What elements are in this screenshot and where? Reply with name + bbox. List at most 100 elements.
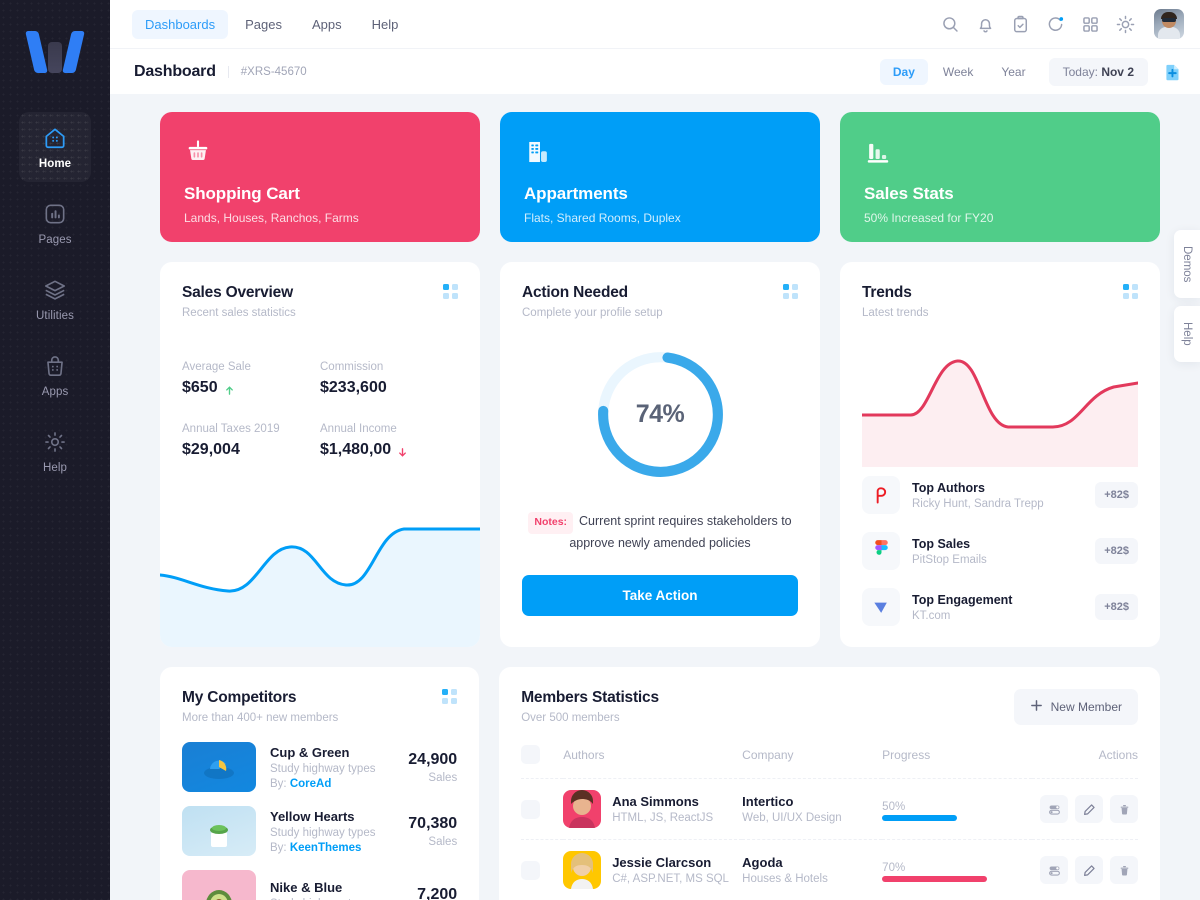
hero-card-subtitle: 50% Increased for FY20 (864, 211, 994, 225)
avatar (563, 790, 602, 828)
competitor-desc: Study highway types (270, 826, 376, 839)
trend-item-title: Top Sales (912, 536, 971, 551)
take-action-button[interactable]: Take Action (522, 574, 798, 616)
card-title: Trends (862, 284, 912, 301)
bar-chart-icon (864, 138, 892, 166)
today-picker[interactable]: Today: Nov 2 (1048, 57, 1148, 86)
refresh-dot-icon[interactable] (1045, 14, 1066, 35)
competitor-row[interactable]: Cup & Green Study highway types By: Core… (182, 742, 457, 792)
new-member-button[interactable]: New Member (1013, 689, 1138, 725)
trend-item-top-sales[interactable]: Top Sales PitStop Emails +82$ (862, 523, 1138, 579)
hero-card-shopping-cart[interactable]: Shopping Cart Lands, Houses, Ranchos, Fa… (160, 112, 480, 242)
hero-card-title: Shopping Cart (184, 184, 300, 203)
sidebar-item-label: Home (38, 157, 72, 170)
sidebar-item-help[interactable]: Help (19, 416, 91, 486)
top-icon-group (940, 9, 1184, 39)
card-menu-icon[interactable] (443, 284, 458, 299)
stat-value: $29,004 (182, 441, 240, 458)
sidebar-item-label: Apps (41, 385, 69, 398)
competitor-row[interactable]: Yellow Hearts Study highway types By: Ke… (182, 806, 457, 856)
sidebar-item-apps[interactable]: Apps (19, 340, 91, 410)
member-info: Ana Simmons HTML, JS, ReactJS (612, 794, 713, 824)
layers-icon (42, 277, 68, 303)
user-avatar[interactable] (1154, 9, 1184, 39)
action-needed-card: Action Needed Complete your profile setu… (500, 262, 820, 647)
new-document-icon[interactable] (1162, 61, 1184, 83)
competitor-name: Yellow Hearts (270, 808, 355, 824)
company-desc: Web, UI/UX Design (742, 812, 842, 824)
card-menu-icon[interactable] (442, 689, 458, 704)
sun-icon[interactable] (1115, 14, 1136, 35)
hero-card-subtitle: Lands, Houses, Ranchos, Farms (184, 211, 359, 225)
tab-apps[interactable]: Apps (311, 16, 342, 32)
competitor-value: 24,900 (408, 750, 458, 768)
sidebar-item-label: Utilities (36, 309, 74, 322)
range-year[interactable]: Year (1001, 64, 1026, 79)
row-checkbox[interactable] (521, 860, 541, 880)
progress-donut: 74% (593, 347, 728, 482)
members-statistics-card: Members Statistics Over 500 members New … (499, 667, 1160, 900)
top-tabs: Dashboards Pages Apps Help (132, 9, 411, 39)
sidebar-nav: Home Pages (19, 112, 91, 486)
trend-item-meta: Top Engagement KT.com (912, 593, 1083, 622)
card-title: Members Statistics (521, 689, 659, 706)
search-icon[interactable] (940, 14, 961, 35)
grid-icon[interactable] (1080, 14, 1101, 35)
hero-card-sales-stats[interactable]: Sales Stats 50% Increased for FY20 (840, 112, 1160, 242)
tab-pages[interactable]: Pages (245, 16, 282, 32)
card-menu-icon[interactable] (783, 284, 798, 299)
competitor-row[interactable]: Nike & Blue Study highway types 7,200 (182, 870, 457, 900)
toggle-icon[interactable] (1040, 795, 1068, 823)
trash-icon[interactable] (1110, 795, 1138, 823)
right-rail: Demos Help (1174, 230, 1200, 363)
competitor-meta: Cup & Green Study highway types By: Core… (270, 745, 394, 790)
tab-dashboards[interactable]: Dashboards (132, 9, 229, 39)
edit-pencil-icon[interactable] (1075, 856, 1103, 884)
stat-annual-income: Annual Income $1,480,00 (320, 423, 458, 459)
trend-item-subtitle: KT.com (912, 609, 951, 622)
sales-overview-card: Sales Overview Recent sales statistics A… (160, 262, 480, 647)
card-menu-icon[interactable] (1123, 284, 1138, 299)
trend-item-subtitle: PitStop Emails (912, 553, 987, 566)
range-week[interactable]: Week (942, 64, 974, 79)
edit-pencil-icon[interactable] (1075, 795, 1103, 823)
stat-label: Average Sale (182, 361, 251, 373)
member-name: Ana Simmons (612, 794, 699, 809)
trend-item-top-engagement[interactable]: Top Engagement KT.com +82$ (862, 579, 1138, 635)
competitor-name: Cup & Green (270, 744, 350, 760)
home-icon (42, 125, 68, 151)
rail-tab-demos[interactable]: Demos (1174, 230, 1200, 299)
sidebar-item-pages[interactable]: Pages (19, 188, 91, 258)
sidebar-item-home[interactable]: Home (19, 112, 91, 182)
hero-card-row: Shopping Cart Lands, Houses, Ranchos, Fa… (160, 112, 1160, 242)
trash-icon[interactable] (1110, 856, 1138, 884)
notes-block: Notes: Current sprint requires stakeholde… (522, 512, 798, 553)
vimeo-icon (862, 588, 900, 626)
rail-tab-help[interactable]: Help (1174, 306, 1200, 363)
stat-label: Commission (320, 361, 384, 373)
bell-icon[interactable] (975, 14, 996, 35)
stat-commission: Commission $233,600 (320, 361, 458, 397)
bag-icon (42, 353, 68, 379)
hero-card-subtitle: Flats, Shared Rooms, Duplex (524, 211, 681, 225)
hero-card-title: Appartments (524, 184, 628, 203)
brand-logo[interactable] (0, 0, 110, 104)
card-title: My Competitors (182, 689, 297, 706)
row-actions (1032, 856, 1138, 884)
card-subtitle: Recent sales statistics (182, 307, 296, 319)
clipboard-check-icon[interactable] (1010, 14, 1031, 35)
competitor-author: By: CoreAd (270, 777, 332, 790)
select-all-checkbox[interactable] (521, 745, 541, 764)
sidebar-item-label: Help (42, 461, 68, 474)
hero-card-appartments[interactable]: Appartments Flats, Shared Rooms, Duplex (500, 112, 820, 242)
tab-help[interactable]: Help (371, 16, 399, 32)
range-day[interactable]: Day (879, 58, 928, 85)
competitor-sales: 70,380 Sales (408, 815, 457, 848)
stat-annual-taxes: Annual Taxes 2019 $29,004 (182, 423, 320, 459)
trend-item-top-authors[interactable]: Top Authors Ricky Hunt, Sandra Trepp +82… (862, 467, 1138, 523)
toggle-icon[interactable] (1040, 856, 1068, 884)
row-checkbox[interactable] (521, 799, 541, 819)
column-progress: Progress (882, 739, 1033, 779)
sidebar-item-utilities[interactable]: Utilities (19, 264, 91, 334)
competitor-author: By: KeenThemes (270, 841, 362, 854)
